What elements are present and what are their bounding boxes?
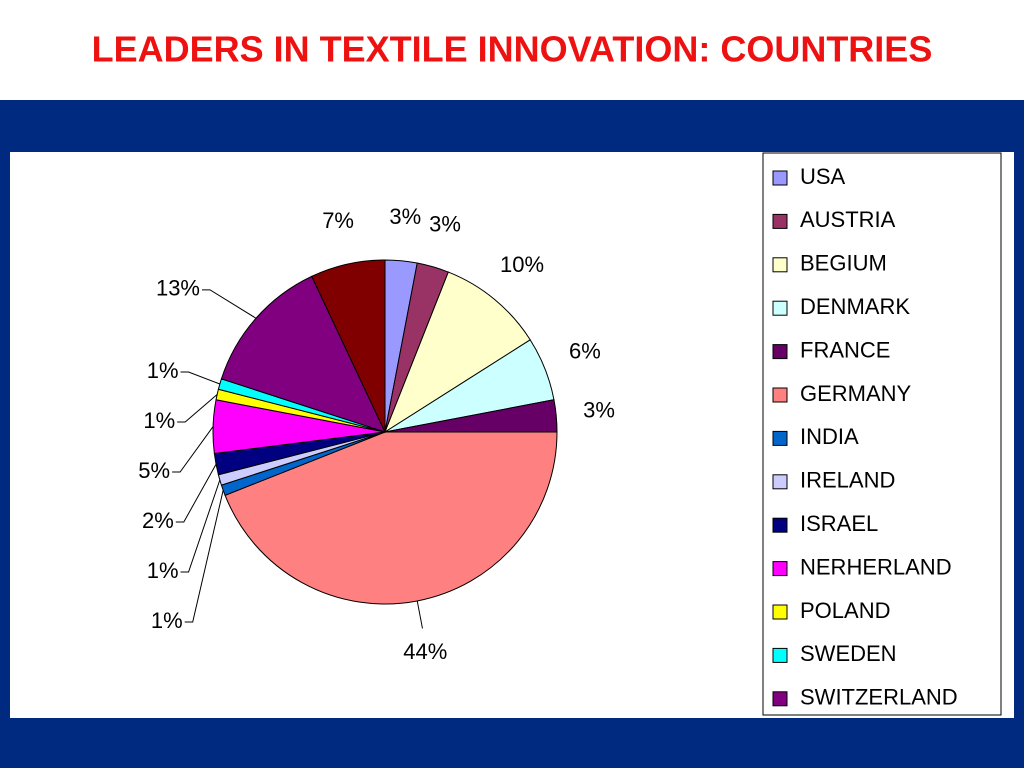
data-label: 3% xyxy=(583,398,615,423)
legend-label: SWITZERLAND xyxy=(800,685,958,710)
data-label: 6% xyxy=(569,339,601,364)
pie-slice xyxy=(383,271,531,434)
data-label: 44% xyxy=(403,639,447,664)
legend-swatch xyxy=(772,474,788,490)
legend-label: NERHERLAND xyxy=(800,554,952,579)
legend-swatch xyxy=(772,344,788,360)
legend-label: FRANCE xyxy=(800,337,890,362)
pie-slice xyxy=(311,259,386,433)
legend-swatch xyxy=(772,517,788,533)
legend-label: AUSTRIA xyxy=(800,207,896,232)
legend-swatch xyxy=(772,561,788,577)
legend-label: GERMANY xyxy=(800,381,912,406)
legend-box xyxy=(762,152,1002,716)
legend-swatch xyxy=(772,430,788,446)
leader-line xyxy=(202,289,257,319)
data-label: 13% xyxy=(156,276,200,301)
legend-label: SWEDEN xyxy=(800,641,897,666)
leader-line xyxy=(177,394,218,423)
data-label: 1% xyxy=(147,358,179,383)
header-bg xyxy=(0,0,1024,100)
legend-swatch xyxy=(772,257,788,273)
legend-swatch xyxy=(772,691,788,707)
legend-swatch xyxy=(772,604,788,620)
data-label: 3% xyxy=(389,204,421,229)
legend-label: INDIA xyxy=(800,424,859,449)
legend-label: IRELAND xyxy=(800,468,895,493)
legend-label: BEGIUM xyxy=(800,251,887,276)
legend-swatch xyxy=(772,213,788,229)
data-label: 10% xyxy=(500,252,544,277)
leader-line xyxy=(184,490,224,623)
leader-line xyxy=(172,426,214,473)
legend-label: USA xyxy=(800,164,846,189)
data-label: 1% xyxy=(151,608,183,633)
data-label: 1% xyxy=(143,408,175,433)
data-label: 7% xyxy=(322,208,354,233)
data-label: 1% xyxy=(147,558,179,583)
pie-slice xyxy=(220,275,386,433)
legend-swatch xyxy=(772,647,788,663)
legend-label: ISRAEL xyxy=(800,511,878,536)
chart-title: LEADERS IN TEXTILE INNOVATION: COUNTRIES xyxy=(92,29,933,70)
leader-line xyxy=(175,463,217,523)
data-label: 2% xyxy=(142,508,174,533)
legend-swatch xyxy=(772,387,788,403)
data-label: 5% xyxy=(138,458,170,483)
legend-label: POLAND xyxy=(800,598,890,623)
legend-label: DENMARK xyxy=(800,294,910,319)
leader-line xyxy=(180,479,221,573)
data-label: 3% xyxy=(429,211,461,236)
leader-line xyxy=(416,600,423,629)
legend-swatch xyxy=(772,300,788,316)
leader-line xyxy=(180,371,221,385)
legend-swatch xyxy=(772,170,788,186)
